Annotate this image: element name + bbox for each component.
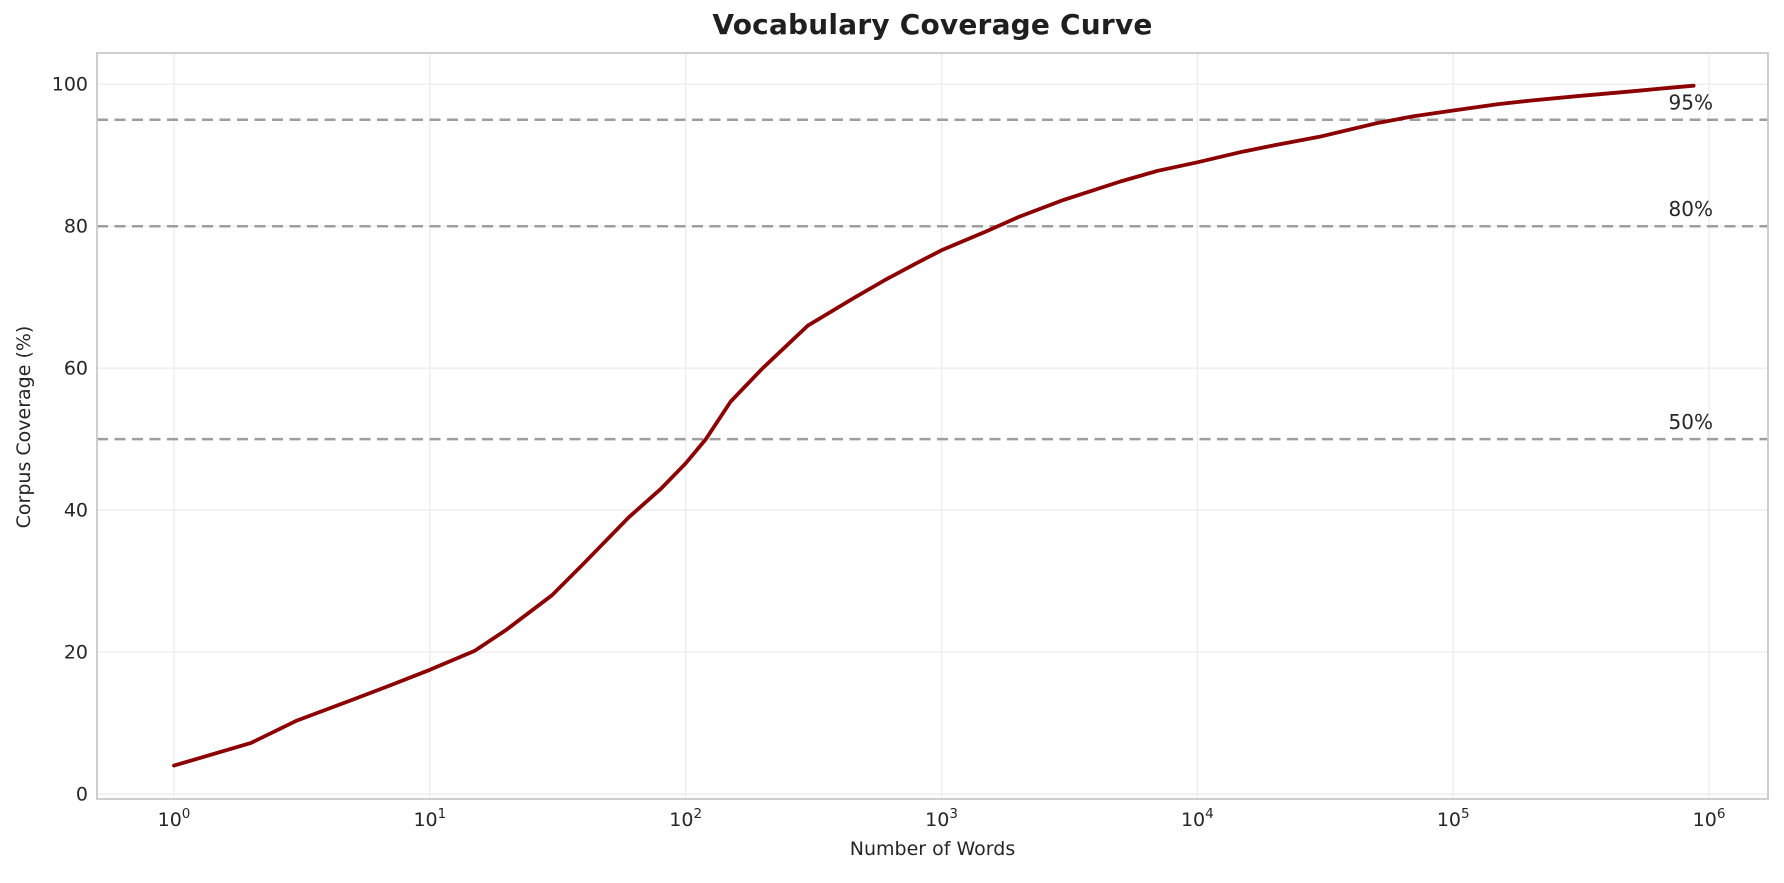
reference-line-label-50: 50%	[1669, 410, 1713, 434]
reference-line-label-95: 95%	[1669, 91, 1713, 115]
reference-line-label-80: 80%	[1669, 197, 1713, 221]
x-tick-10e6: 106	[1693, 806, 1726, 831]
y-tick-20: 20	[64, 642, 88, 664]
x-tick-10e5: 105	[1437, 806, 1470, 831]
chart-title: Vocabulary Coverage Curve	[712, 8, 1153, 41]
plot-border	[96, 52, 1769, 800]
x-tick-10e4: 104	[1181, 806, 1214, 831]
reference-lines: 50% 80% 95%	[97, 91, 1768, 441]
grid-lines	[97, 53, 1768, 799]
y-tick-100: 100	[52, 74, 88, 96]
y-tick-0: 0	[76, 784, 88, 806]
x-axis-label: Number of Words	[849, 838, 1016, 860]
y-axis-label: Corpus Coverage (%)	[13, 325, 35, 529]
x-tick-10e0: 100	[158, 806, 191, 831]
y-tick-40: 40	[64, 500, 88, 522]
y-tick-60: 60	[64, 358, 88, 380]
series-vocabulary-coverage	[172, 83, 1696, 768]
y-tick-labels: 0 20 40 60 80 100	[52, 74, 88, 806]
x-tick-10e1: 101	[413, 806, 446, 831]
y-tick-80: 80	[64, 216, 88, 238]
x-tick-10e3: 103	[925, 806, 958, 831]
x-tick-10e2: 102	[669, 806, 702, 831]
x-tick-labels: 100 101 102 103 104 105 106	[158, 806, 1726, 831]
